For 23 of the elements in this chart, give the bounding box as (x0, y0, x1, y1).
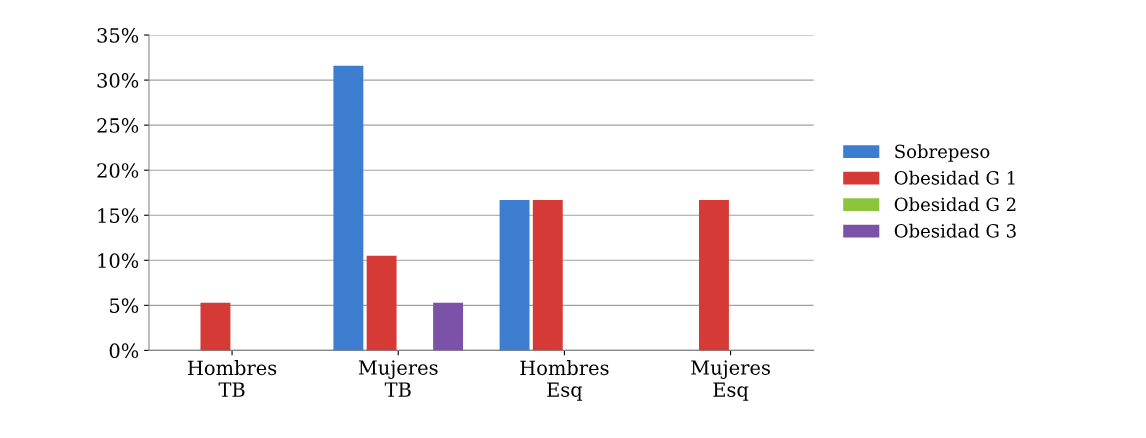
bar (699, 199, 729, 351)
x-tick-label: Mujeres TB (358, 360, 438, 397)
bar (433, 302, 464, 351)
bar (366, 255, 397, 351)
x-tick-label: Hombres Esq (520, 360, 609, 401)
legend-label: Sobrepeso (895, 144, 990, 162)
legend-label: Obesidad G 1 (894, 170, 1015, 185)
x-tick-label: Mujeres Esq (691, 360, 770, 401)
y-tick-label: 30% (97, 73, 139, 88)
bar (200, 302, 231, 351)
y-tick-label: 25% (97, 118, 139, 133)
y-tick-label: 0% (109, 343, 139, 359)
legend-label: Obesidad G 3 (894, 223, 1016, 238)
bar (499, 199, 530, 351)
legend-label: Obesidad G 2 (894, 197, 1016, 212)
y-tick-label: 15% (98, 208, 139, 223)
bar (532, 199, 563, 351)
y-tick-label: 10% (98, 253, 139, 268)
x-tick-label: Hombres TB (187, 360, 277, 397)
y-tick-label: 35% (97, 28, 139, 43)
y-tick-label: 5% (110, 298, 139, 314)
bar (333, 65, 364, 351)
y-tick-label: 20% (97, 163, 139, 178)
